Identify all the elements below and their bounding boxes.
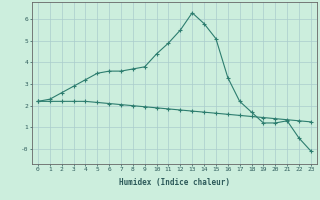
X-axis label: Humidex (Indice chaleur): Humidex (Indice chaleur) [119,178,230,187]
